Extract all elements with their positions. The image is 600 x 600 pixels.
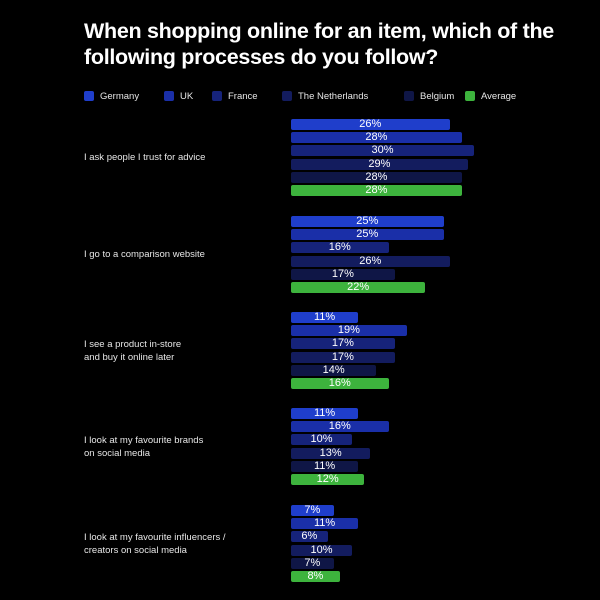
bar-value-label: 11%	[313, 517, 336, 530]
category-label-line: on social media	[84, 447, 151, 459]
bar-value-label: 25%	[356, 215, 379, 227]
bar-value-label: 29%	[368, 157, 391, 170]
category-label-line: I ask people I trust for advice	[84, 152, 206, 163]
bar-value-label: 28%	[365, 131, 388, 144]
bar: 11%	[291, 407, 359, 419]
bar: 17%	[291, 350, 395, 363]
bar-value-label: 17%	[331, 267, 354, 280]
bar: 30%	[291, 144, 474, 157]
bar: 10%	[291, 433, 352, 446]
bar: 11%	[291, 517, 359, 530]
bar-value-label: 8%	[307, 570, 324, 582]
legend-label: Belgium	[420, 90, 455, 102]
bar-value-label: 26%	[359, 254, 382, 267]
legend-item-uk: UK	[164, 89, 193, 103]
category-label-line: creators on social media	[84, 544, 187, 556]
category-label: I ask people I trust for advice	[84, 151, 274, 164]
legend-label: UK	[180, 90, 194, 102]
category-label: I see a product in-store and buy it onlin…	[84, 338, 274, 364]
bar: 6%	[291, 530, 328, 543]
bar-value-label: 16%	[328, 420, 351, 433]
bar: 8%	[291, 570, 340, 582]
bar: 19%	[291, 324, 407, 337]
legend-label: Germany	[100, 90, 140, 102]
bar-value-label: 17%	[331, 350, 354, 363]
legend-swatch	[84, 91, 94, 101]
bar: 25%	[291, 228, 444, 241]
bar: 16%	[291, 420, 389, 433]
bar: 13%	[291, 446, 371, 459]
category-label-line: I see a product in-store	[84, 338, 182, 350]
legend-item-average: Average	[465, 89, 516, 103]
legend: Germany UK France The Netherlands Belgium Ave…	[84, 89, 594, 103]
legend-swatch	[282, 91, 292, 101]
bar: 26%	[291, 254, 450, 267]
legend-swatch	[465, 91, 475, 101]
bar-value-label: 10%	[310, 543, 333, 556]
bar-value-label: 17%	[331, 337, 354, 350]
legend-item-germany: Germany	[84, 89, 139, 103]
bar-value-label: 25%	[356, 228, 379, 241]
bar: 17%	[291, 267, 395, 280]
bar: 22%	[291, 281, 426, 293]
bar: 16%	[291, 377, 389, 389]
category-label: I go to a comparison website	[84, 248, 274, 261]
bar-value-label: 7%	[304, 504, 321, 516]
chart-title: When shopping online for an item, which …	[84, 19, 554, 69]
bar: 7%	[291, 504, 334, 516]
legend-item-france: France	[212, 89, 258, 103]
bar: 26%	[291, 118, 450, 130]
bar: 17%	[291, 337, 395, 350]
legend-label: France	[228, 90, 258, 102]
bar-value-label: 14%	[322, 363, 345, 376]
bar: 11%	[291, 459, 359, 472]
bar-value-label: 7%	[304, 556, 321, 569]
legend-label: The Netherlands	[298, 90, 369, 102]
bar-value-label: 22%	[347, 281, 370, 293]
legend-label: Average	[481, 90, 517, 102]
category-label-line: I look at my favourite brands	[84, 434, 204, 446]
bar: 25%	[291, 215, 444, 227]
bar-value-label: 30%	[371, 144, 394, 157]
bar-value-label: 11%	[313, 459, 336, 472]
legend-swatch	[212, 91, 222, 101]
bar: 14%	[291, 363, 377, 376]
bar-value-label: 13%	[319, 446, 342, 459]
bar-value-label: 11%	[313, 407, 336, 419]
bar-value-label: 26%	[359, 118, 382, 130]
bar: 7%	[291, 556, 334, 569]
bar: 28%	[291, 184, 462, 196]
category-label-line: and buy it online later	[84, 351, 175, 363]
legend-item-belgium: Belgium	[404, 89, 454, 103]
bar-value-label: 28%	[365, 184, 388, 196]
category-label-line: I look at my favourite influencers /	[84, 531, 226, 543]
bar-value-label: 16%	[328, 241, 351, 254]
bar: 16%	[291, 241, 389, 254]
bar: 10%	[291, 543, 352, 556]
bar: 28%	[291, 131, 462, 144]
bar-value-label: 10%	[310, 433, 333, 446]
bar: 28%	[291, 170, 462, 183]
legend-item-the-netherlands: The Netherlands	[282, 89, 368, 103]
bar: 11%	[291, 311, 359, 323]
category-label: I look at my favourite brands on social m…	[84, 434, 274, 460]
category-label-line: I go to a comparison website	[84, 249, 205, 260]
bar-value-label: 6%	[301, 530, 318, 543]
bar-value-label: 19%	[337, 324, 360, 337]
bar: 29%	[291, 157, 468, 170]
bar-value-label: 12%	[316, 473, 339, 485]
bar-value-label: 28%	[365, 170, 388, 183]
bar: 12%	[291, 473, 365, 485]
bar-value-label: 16%	[328, 377, 351, 389]
legend-swatch	[404, 91, 414, 101]
legend-swatch	[164, 91, 174, 101]
category-label: I look at my favourite influencers / crea…	[84, 531, 274, 557]
bar-value-label: 11%	[313, 311, 336, 323]
